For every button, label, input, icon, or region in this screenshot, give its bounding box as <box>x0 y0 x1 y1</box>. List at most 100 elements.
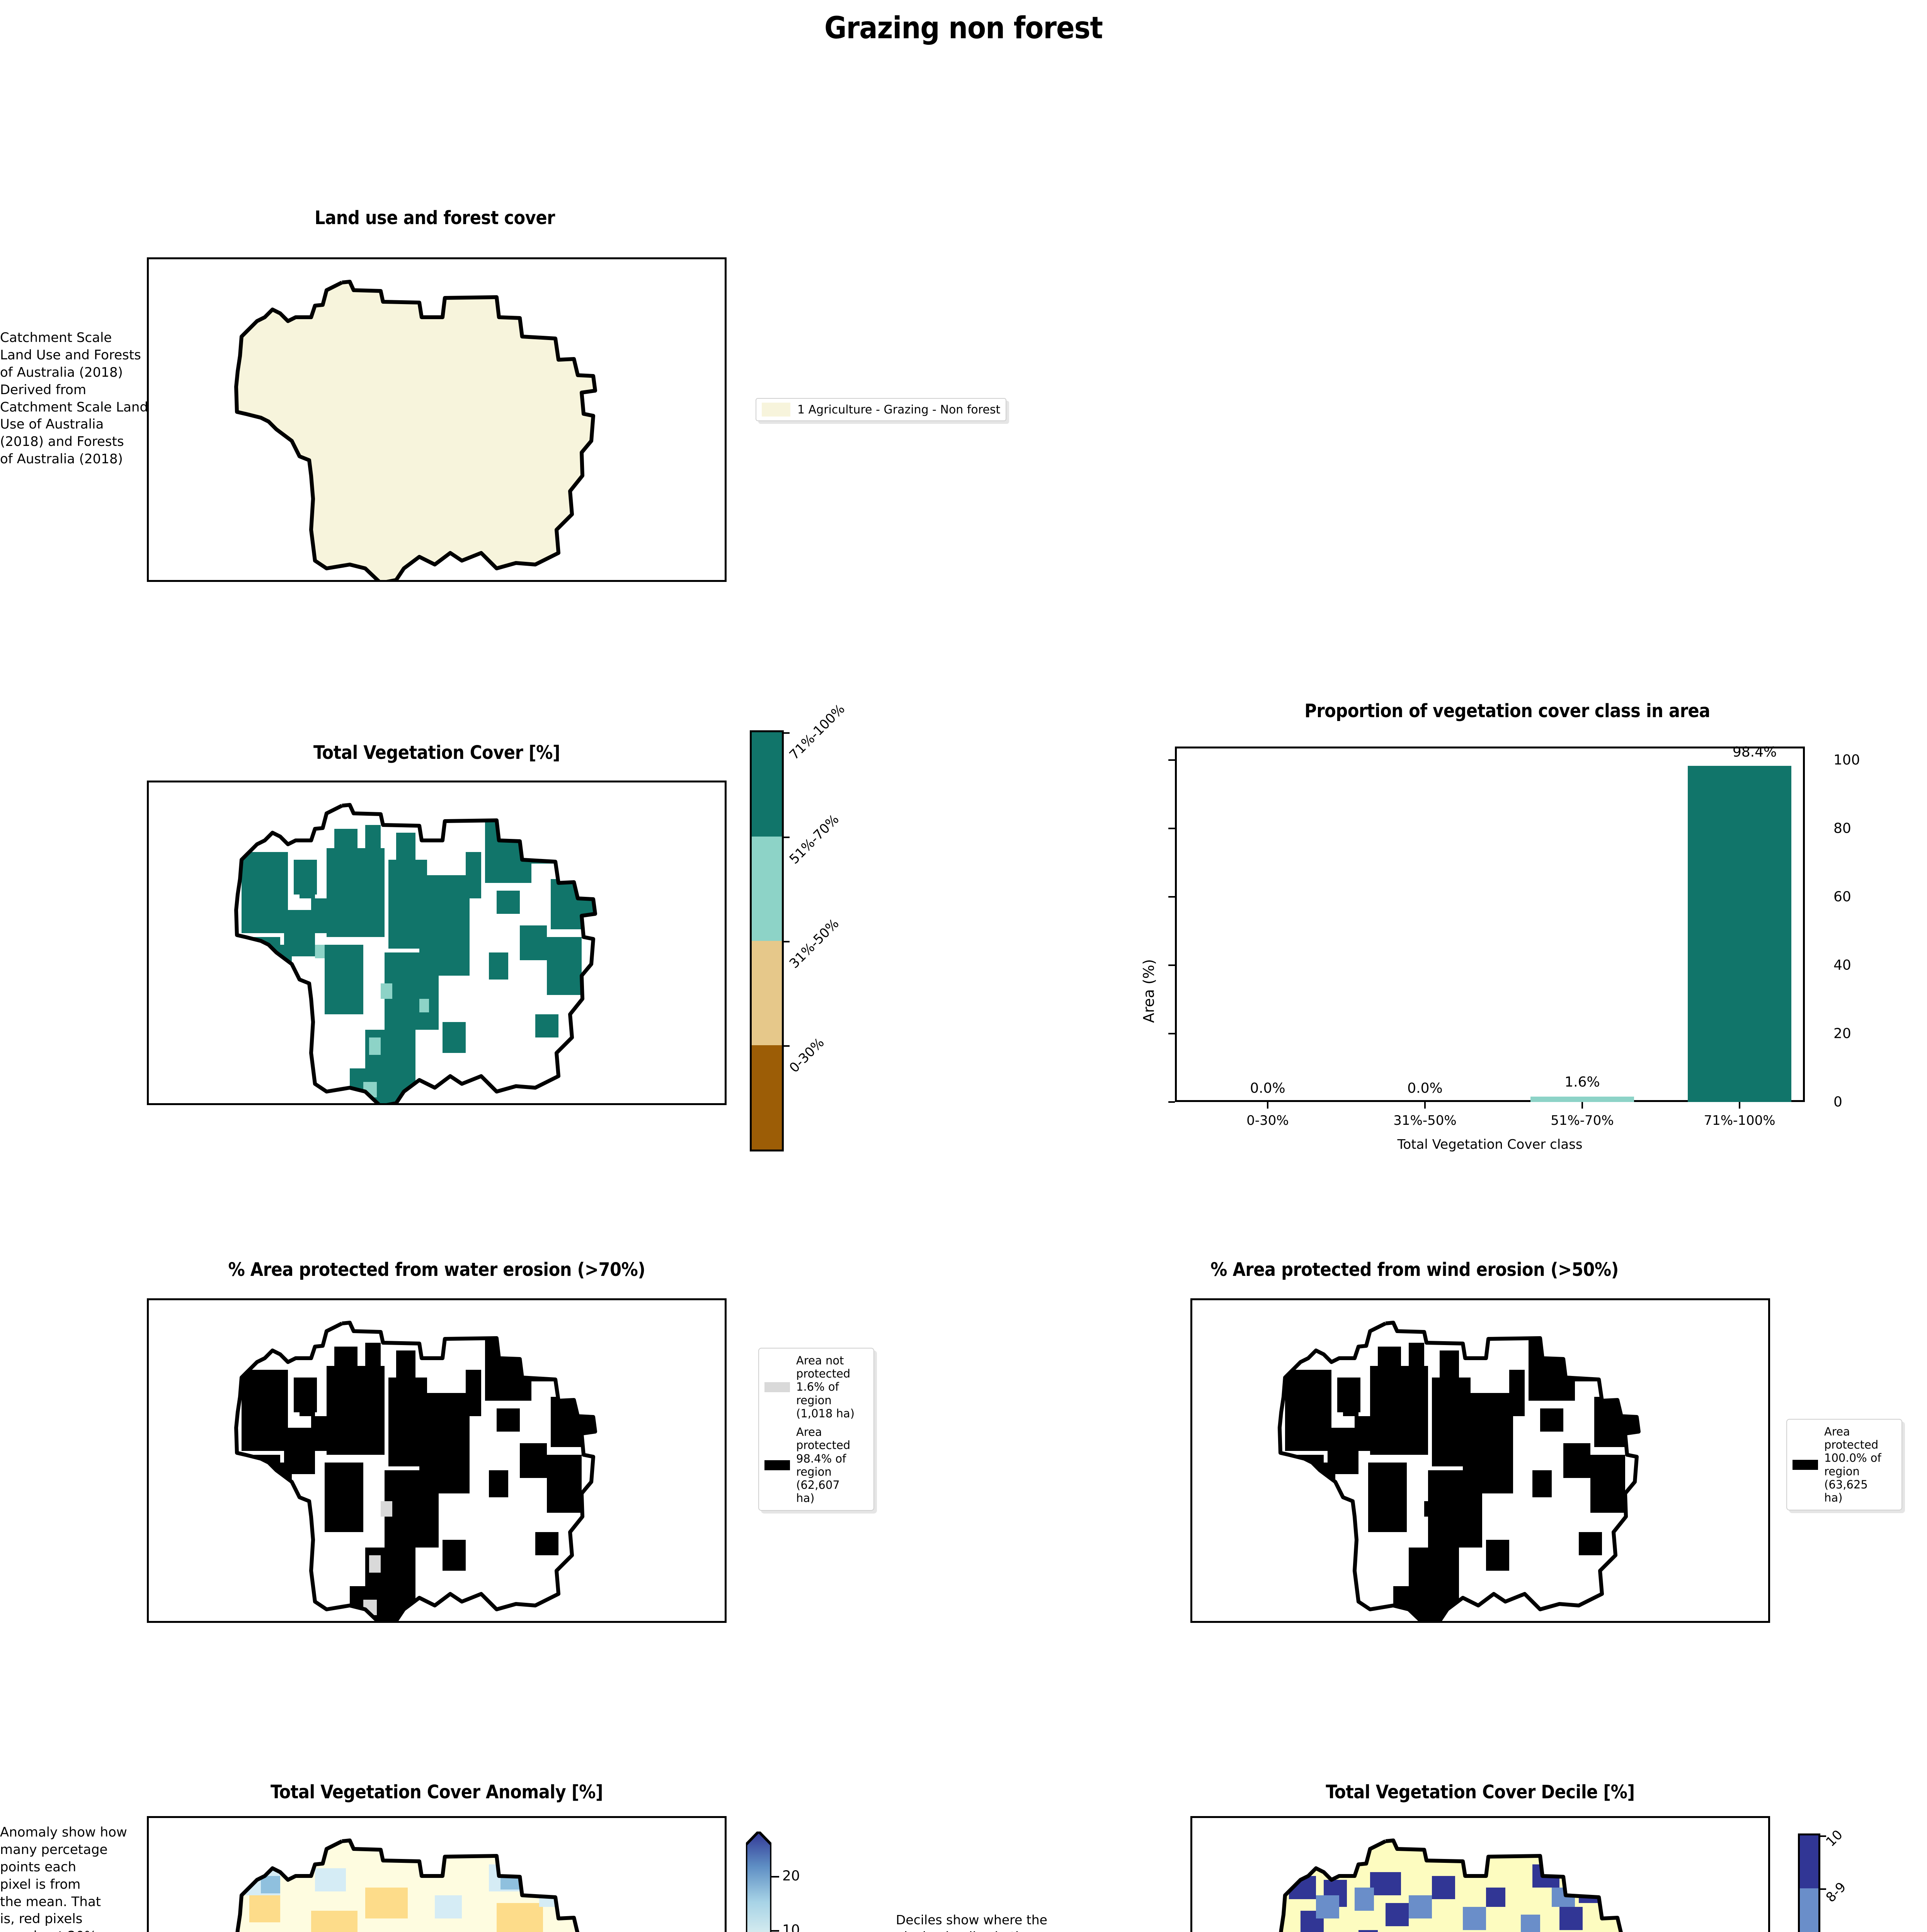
chart-x-tick-label: 0-30% <box>1246 1113 1289 1128</box>
axis-tick <box>147 1878 149 1879</box>
bar-value-label-71-100: 98.4% <box>1732 744 1777 760</box>
axis-tick <box>570 1621 572 1623</box>
axis-tick <box>147 534 149 535</box>
chart-y-tick <box>1168 759 1175 761</box>
decile-explanation-note: Deciles show where the pixel value lies … <box>896 1912 1047 1932</box>
chart-x-tick <box>1267 1102 1268 1109</box>
colorbar-label-31-50: 31%-50% <box>786 916 842 971</box>
legend-wind-erosion[interactable]: Area protected 100.0% of region (63,625 … <box>1786 1419 1902 1511</box>
panel-title-anomaly: Total Vegetation Cover Anomaly [%] <box>270 1781 603 1803</box>
legend-swatch-protected <box>764 1460 790 1470</box>
colorbar-tick <box>782 941 790 942</box>
chart-y-tick-label: 0 <box>1833 1094 1842 1110</box>
legend-swatch-not-protected <box>764 1382 790 1392</box>
axis-tick <box>199 1621 201 1623</box>
map-total-vegetation-cover[interactable] <box>147 781 727 1105</box>
legend-label-not-protected: Area not protected 1.6% of region (1,018… <box>796 1354 855 1420</box>
bar-value-label-0-30: 0.0% <box>1250 1080 1285 1096</box>
catchment-boundary <box>234 1321 597 1621</box>
colorbar-segment-71-100 <box>752 732 782 837</box>
chart-x-tick-label: 71%-100% <box>1704 1113 1775 1128</box>
axis-tick <box>385 580 386 582</box>
legend-label-grazing: 1 Agriculture - Grazing - Non forest <box>797 403 1001 417</box>
colorbar-tick <box>782 1045 790 1047</box>
legend-water-erosion[interactable]: Area not protected 1.6% of region (1,018… <box>758 1348 874 1511</box>
axis-tick <box>147 464 149 466</box>
axis-tick <box>292 580 293 582</box>
catchment-boundary <box>1279 1838 1623 1932</box>
axis-tick <box>147 319 149 321</box>
axis-tick <box>477 1103 479 1105</box>
chart-y-tick <box>1168 964 1175 966</box>
chart-y-tick-label: 40 <box>1833 957 1851 973</box>
axis-tick <box>147 1575 149 1576</box>
axis-tick <box>663 580 664 582</box>
bar-71-100[interactable] <box>1688 766 1791 1102</box>
panel-title-decile: Total Vegetation Cover Decile [%] <box>1326 1781 1635 1803</box>
legend-label-protected: Area protected 98.4% of region (62,607 h… <box>796 1425 851 1505</box>
colorbar-tick <box>782 732 790 734</box>
map-total-vegetation-cover-anomaly[interactable] <box>147 1816 727 1932</box>
axis-tick <box>1335 1621 1337 1623</box>
axis-tick <box>147 389 149 390</box>
map-wind-erosion[interactable] <box>1190 1298 1770 1623</box>
axis-tick <box>147 912 149 913</box>
legend-swatch-grazing <box>762 403 790 417</box>
axis-tick <box>1614 1621 1615 1623</box>
chart-x-axis-label: Total Vegetation Cover class <box>1397 1137 1583 1152</box>
axis-tick <box>147 987 149 989</box>
axis-tick <box>1428 1621 1430 1623</box>
anomaly-explanation-note: Anomaly show how many percetage points e… <box>0 1825 127 1932</box>
protected-pixels <box>1285 1339 1639 1621</box>
catchment-boundary <box>234 280 597 580</box>
anomaly-pixels <box>236 1840 595 1932</box>
axis-tick <box>570 1103 572 1105</box>
colorbar-segment-51-70 <box>752 837 782 941</box>
colorbar-label-51-70: 51%-70% <box>786 811 842 867</box>
catchment-boundary <box>1278 1321 1641 1621</box>
axis-tick <box>1706 1621 1708 1623</box>
bar-value-label-31-50: 0.0% <box>1407 1080 1443 1096</box>
chart-x-tick <box>1424 1102 1426 1109</box>
panel-title-total-cover: Total Vegetation Cover [%] <box>313 742 560 764</box>
colorbar-tick <box>1818 1888 1826 1890</box>
axis-tick <box>292 1621 293 1623</box>
legend-item-not-protected: Area not protected 1.6% of region (1,018… <box>764 1354 868 1420</box>
axis-tick <box>477 1621 479 1623</box>
colorbar-label-10: 10 <box>782 1922 800 1932</box>
catchment-boundary <box>234 803 597 1103</box>
cover-pixels <box>242 821 595 1103</box>
axis-tick <box>147 1505 149 1507</box>
chart-y-tick <box>1168 896 1175 898</box>
chart-y-tick <box>1168 1101 1175 1103</box>
axis-tick <box>385 1103 386 1105</box>
panel-title-water-erosion: % Area protected from water erosion (>70… <box>228 1259 645 1281</box>
chart-proportion-of-vegetation-cover[interactable]: Area (%) 0 20 40 60 80 100 0.0% 0.0% 1.6… <box>1121 734 1894 1179</box>
legend-land-use[interactable]: 1 Agriculture - Grazing - Non forest <box>756 398 1007 421</box>
map-total-vegetation-cover-decile[interactable] <box>1190 1816 1770 1932</box>
chart-y-tick-label: 20 <box>1833 1026 1851 1042</box>
colorbar-segment-31-50 <box>752 941 782 1045</box>
axis-tick <box>199 1103 201 1105</box>
colorbar-label-71-100: 71%-100% <box>786 701 848 763</box>
axis-tick <box>292 1103 293 1105</box>
total-cover-map-svg <box>234 803 597 1103</box>
colorbar-segment-8-9 <box>1800 1888 1818 1932</box>
axis-tick <box>1521 1621 1522 1623</box>
water-erosion-map-svg <box>234 1321 597 1621</box>
chart-y-tick-label: 60 <box>1833 889 1851 905</box>
axis-tick <box>385 1621 386 1623</box>
map-land-use[interactable] <box>147 257 727 582</box>
chart-x-tick-label: 51%-70% <box>1551 1113 1614 1128</box>
land-use-map-svg <box>234 280 597 580</box>
bar-51-70[interactable] <box>1530 1097 1634 1102</box>
chart-x-tick <box>1739 1102 1740 1109</box>
catchment-fill <box>236 282 595 580</box>
axis-tick <box>1190 1430 1192 1431</box>
legend-label-protected: Area protected 100.0% of region (63,625 … <box>1824 1425 1881 1505</box>
chart-y-tick <box>1168 828 1175 829</box>
land-use-source-note: Catchment Scale Land Use and Forests of … <box>0 330 148 467</box>
map-water-erosion[interactable] <box>147 1298 727 1623</box>
panel-title-wind-erosion: % Area protected from wind erosion (>50%… <box>1210 1259 1619 1281</box>
page-title: Grazing non forest <box>824 11 1103 46</box>
